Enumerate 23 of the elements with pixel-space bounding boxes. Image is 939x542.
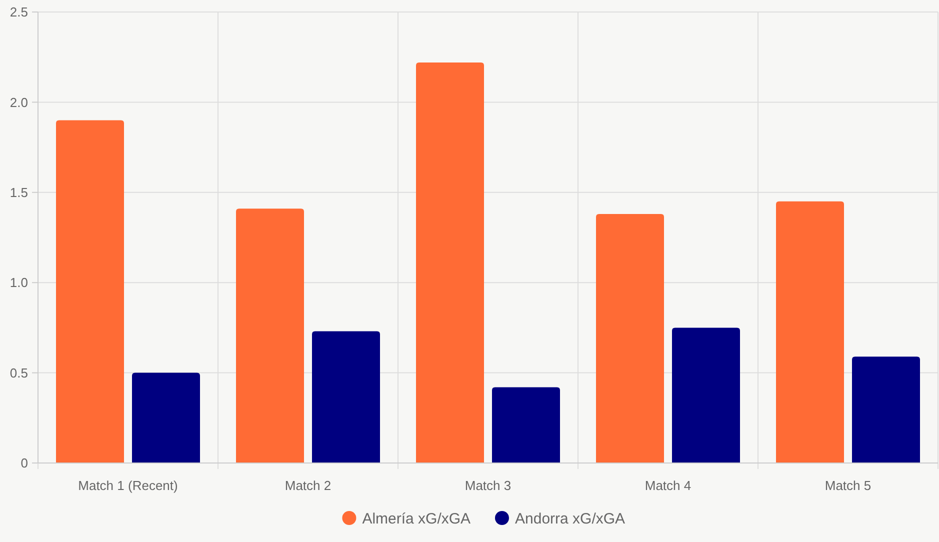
legend-label: Andorra xG/xGA xyxy=(515,510,626,528)
x-tick-label: Match 5 xyxy=(824,478,872,493)
bar xyxy=(312,331,380,463)
y-tick-label: 1.0 xyxy=(10,275,28,290)
x-tick-label: Match 1 (Recent) xyxy=(78,478,178,493)
bar xyxy=(416,62,484,463)
bar xyxy=(492,387,560,463)
bar xyxy=(852,356,920,463)
y-tick-label: 0.5 xyxy=(10,365,28,380)
bar xyxy=(776,201,844,463)
y-tick-label: 2.5 xyxy=(10,4,28,20)
bar xyxy=(596,214,664,463)
bar xyxy=(672,328,740,463)
bar xyxy=(56,120,124,463)
x-tick-label: Match 2 xyxy=(284,478,332,493)
y-tick-label: 0 xyxy=(20,456,28,471)
y-tick-label: 1.5 xyxy=(10,184,28,200)
x-tick-label: Match 3 xyxy=(464,478,512,493)
legend-label: Almería xG/xGA xyxy=(362,510,471,528)
y-tick-label: 2.0 xyxy=(10,94,28,110)
bar xyxy=(236,208,304,463)
bar xyxy=(132,372,200,463)
x-tick-label: Match 4 xyxy=(644,478,692,493)
